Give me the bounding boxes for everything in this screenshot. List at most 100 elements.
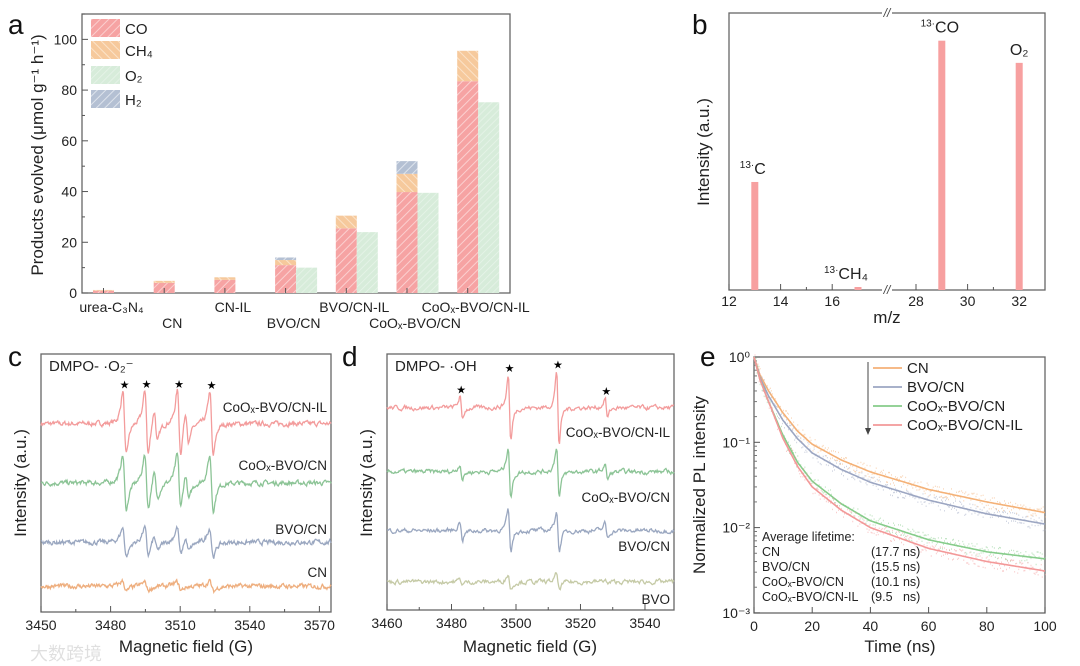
y-tick-label: 20 — [61, 234, 77, 250]
trace-label-bvo-cn: BVO/CN — [275, 522, 327, 537]
x-axis-title: Magnetic field (G) — [463, 637, 597, 656]
star-marker: ★ — [207, 380, 217, 392]
x-tick-label: 16 — [824, 293, 840, 309]
x-tick-label: 80 — [979, 618, 995, 634]
spectrum-cn — [40, 577, 332, 595]
panel-e-pl-decay: Normalized PL intensity Time (ns) Averag… — [690, 349, 1057, 656]
spectrum-bvo-cn — [387, 508, 675, 553]
chart-title: DMPO- ·OH — [395, 358, 477, 375]
y-axis-title: Intensity (a.u.) — [694, 98, 713, 206]
x-tick-label: 3570 — [304, 617, 335, 633]
bar-o2-coo-bvo-cn-il — [478, 102, 500, 293]
x-tick-label: 100 — [1033, 618, 1057, 634]
plot-frame — [386, 353, 675, 611]
x-tick-label: 3450 — [25, 617, 56, 633]
x-tick-label: BVO/CN — [267, 315, 321, 331]
bar-ch--coo-bvo-cn — [396, 173, 418, 193]
panel-b-mass-spectrum: Intensity (a.u.) m/z 12 14 16 28 30 32 // // 13·… — [694, 6, 1046, 327]
x-tick-label: urea-C₃N₄ — [79, 299, 144, 315]
y-tick-label: 10⁰ — [729, 349, 751, 365]
spectrum-coo-bvo-cn — [386, 448, 675, 500]
x-tick-label: 28 — [908, 293, 924, 309]
x-tick-label: 3480 — [436, 615, 467, 631]
species-name: C — [754, 161, 766, 178]
bar-h--bvo-cn — [275, 257, 297, 261]
legend-label-coo-bvo-cn: CoOₓ-BVO/CN — [907, 398, 1005, 415]
chart-title: DMPO- ·O₂⁻ — [49, 358, 134, 375]
bar-ch--cn-il — [214, 277, 236, 280]
legend-swatch-h2 — [91, 90, 120, 108]
x-tick-label: 30 — [960, 293, 976, 309]
fit-curve-coo-bvo-cn-il — [753, 356, 1046, 572]
x-axis-title: Magnetic field (G) — [119, 637, 253, 656]
panel-label-d: d — [342, 341, 358, 372]
legend-swatch-o2 — [91, 66, 120, 84]
y-tick-label: 0 — [69, 285, 77, 301]
y-axis-title: Intensity (a.u.) — [11, 429, 30, 537]
x-tick-label: CoOₓ-BVO/CN — [369, 315, 461, 331]
spectrum-bvo-cn — [40, 524, 332, 559]
fit-curve-bvo-cn — [753, 356, 1046, 525]
species-name: CO — [935, 20, 959, 37]
bar-o2-bvo-cn-il — [356, 232, 378, 293]
x-tick-label: 12 — [721, 293, 737, 309]
lifetime-value: (9.5 ns) — [871, 590, 920, 604]
x-tick-label: 3500 — [500, 615, 531, 631]
x-tick-label: 3460 — [371, 615, 402, 631]
plot-frame — [728, 12, 1046, 291]
panel-c-epr-superoxide: DMPO- ·O₂⁻ Intensity (a.u.) Magnetic fie… — [11, 353, 335, 656]
species-name: CH₄ — [838, 266, 868, 283]
panel-a-bar-chart: Products evolved (μmol g⁻¹ h⁻¹) CO CH₄ O… — [28, 13, 530, 331]
lifetime-value: (10.1 ns) — [871, 575, 920, 589]
trace-label-coo-bvo-cn-il: CoOₓ-BVO/CN-IL — [223, 400, 328, 415]
x-tick-label: CN-IL — [215, 299, 252, 315]
star-marker: ★ — [456, 384, 466, 396]
bar-ch--bvo-cn — [275, 260, 297, 266]
axis-break-mark: // — [883, 283, 892, 297]
x-tick-label: CoOₓ-BVO/CN-IL — [422, 299, 530, 315]
y-axis-title: Normalized PL intensity — [690, 396, 709, 574]
y-tick-label: 80 — [61, 82, 77, 98]
legend-label-coo-bvo-cn-il: CoOₓ-BVO/CN-IL — [907, 417, 1023, 434]
trace-label-bvo: BVO — [641, 592, 670, 607]
peak-bar-co — [938, 40, 946, 291]
isotope-prefix: 13· — [824, 265, 838, 276]
bar-co-bvo-cn — [275, 265, 297, 293]
y-tick-label: 60 — [61, 133, 77, 149]
y-axis-title: Intensity (a.u.) — [357, 429, 376, 537]
legend-label-o2: O₂ — [125, 68, 143, 85]
legend-label-ch4: CH₄ — [125, 43, 153, 60]
x-tick-label: CN — [162, 315, 182, 331]
isotope-prefix: 13· — [740, 160, 754, 171]
bar-co-coo-bvo-cn — [396, 192, 418, 293]
watermark: 大数跨境 — [30, 644, 102, 664]
axis-break-gap — [882, 287, 892, 293]
x-tick-label: 20 — [804, 618, 820, 634]
lifetime-sample-coo-bvo-cn-il: CoOₓ-BVO/CN-IL — [762, 590, 859, 604]
legend-label-bvo-cn: BVO/CN — [907, 379, 965, 396]
star-marker: ★ — [142, 379, 152, 391]
x-tick-label: 3540 — [234, 617, 265, 633]
x-tick-label: 3510 — [165, 617, 196, 633]
star-marker: ★ — [120, 380, 130, 392]
legend-label-co: CO — [125, 21, 148, 38]
axis-break-mark: // — [883, 6, 892, 20]
peak-bar-o- — [1015, 62, 1023, 290]
y-tick-label: 10⁻³ — [722, 605, 750, 621]
peak-label-co: 13·CO — [921, 19, 959, 37]
peak-label-ch-: 13·CH₄ — [824, 265, 868, 283]
bar-co-cn — [153, 282, 175, 293]
x-tick-label: 3540 — [629, 615, 660, 631]
bar-co-coo-bvo-cn-il — [457, 81, 479, 293]
x-tick-label: 3520 — [565, 615, 596, 631]
legend-swatch-co — [91, 19, 120, 37]
panel-label-b: b — [692, 9, 708, 40]
x-axis-title: m/z — [873, 308, 900, 327]
bar-co-bvo-cn-il — [335, 228, 357, 293]
panel-label-a: a — [8, 9, 24, 40]
lifetime-value: (15.5 ns) — [871, 560, 920, 574]
y-tick-label: 10⁻² — [722, 520, 750, 536]
peak-label-o-: O₂ — [1010, 42, 1029, 59]
x-tick-label: 0 — [750, 618, 758, 634]
star-marker: ★ — [553, 360, 563, 372]
